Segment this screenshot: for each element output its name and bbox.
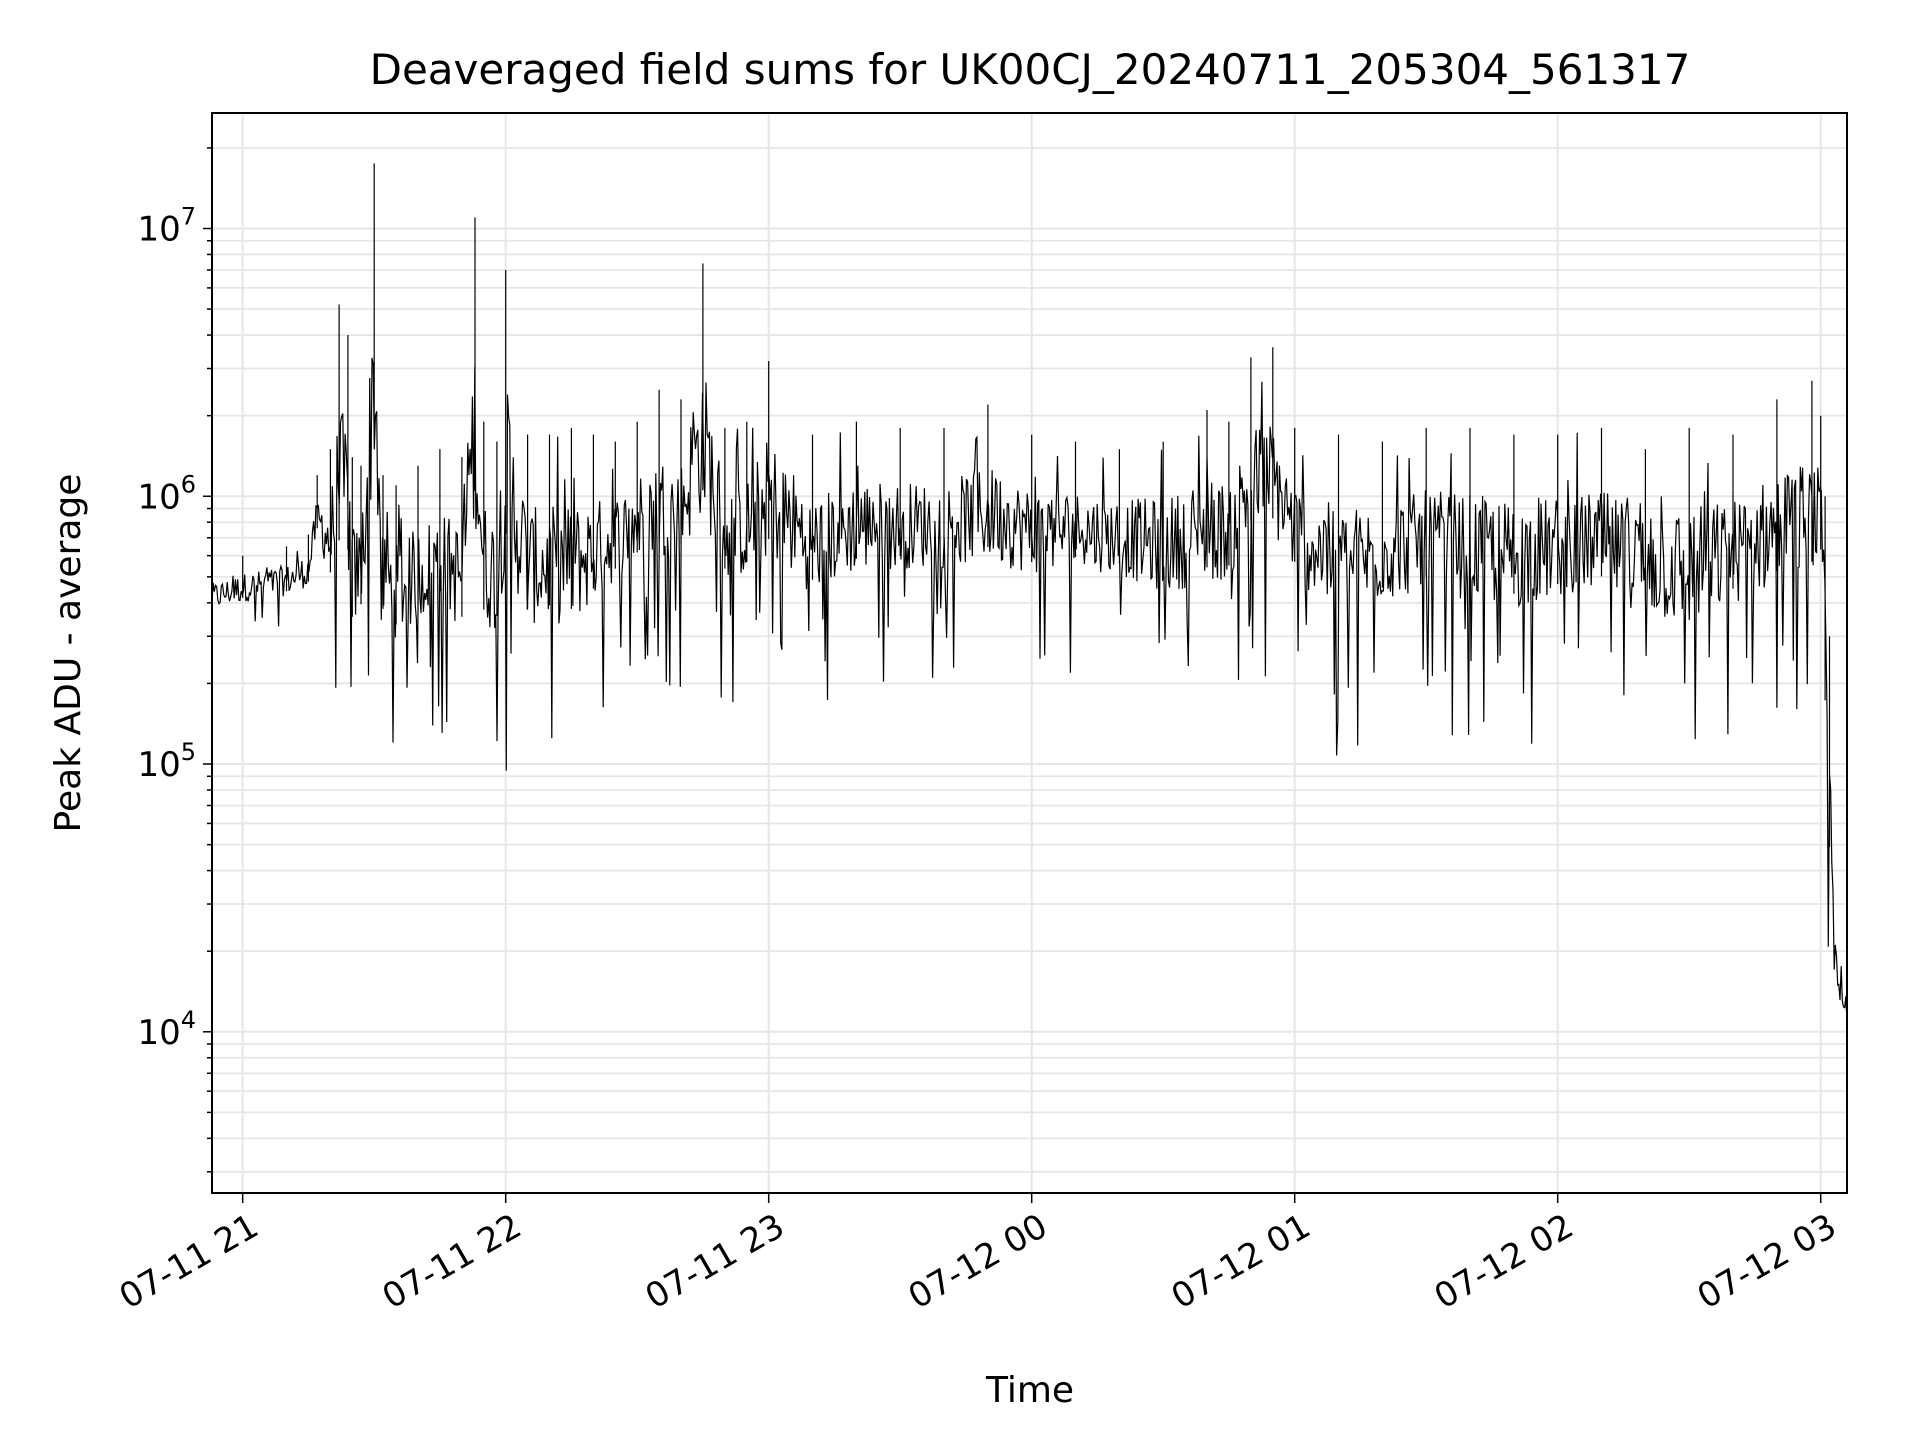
y-tick-label: 106 [137,470,196,517]
y-tick-label-exponent: 6 [181,470,196,498]
y-tick-label-exponent: 5 [181,738,196,766]
y-tick-label-base: 10 [137,1013,180,1053]
y-tick-label-base: 10 [137,210,180,250]
series-line [211,163,1848,1023]
chart-title: Deaveraged field sums for UK00CJ_2024071… [370,45,1691,94]
y-tick-label-base: 10 [137,745,180,785]
data-layer [211,163,1848,1023]
y-tick-label-base: 10 [137,477,180,517]
y-tick-label: 104 [137,1006,196,1053]
plot-frame [211,112,1848,1194]
y-tick-label-exponent: 4 [181,1006,196,1034]
y-tick-label-exponent: 7 [181,203,196,231]
x-axis-label: Time [985,1370,1074,1411]
y-tick-label: 105 [137,738,196,785]
y-axis-label: Peak ADU - average [48,474,89,833]
y-tick-label: 107 [137,203,196,250]
